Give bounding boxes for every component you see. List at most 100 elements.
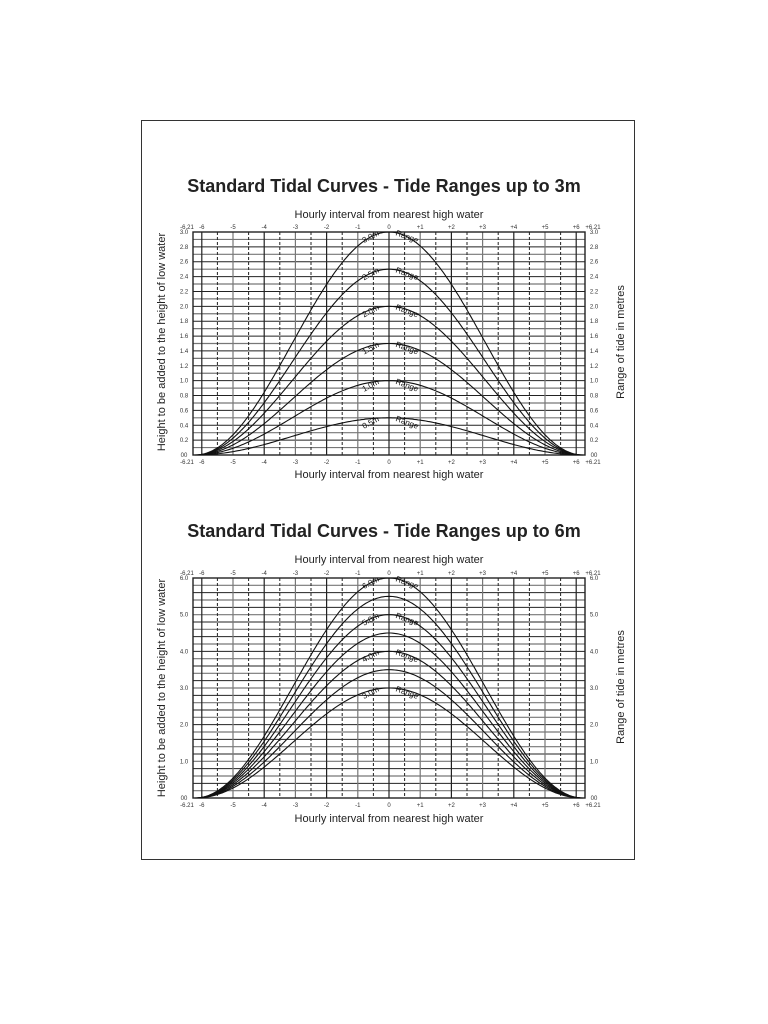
x-tick-top: +1: [417, 571, 425, 577]
x-tick-top: 0: [387, 571, 391, 577]
y-tick-right: 1.2: [590, 364, 599, 370]
y-tick-left: 1.4: [180, 349, 189, 355]
x-tick-bottom: +3: [479, 803, 487, 809]
y-tick-left: 6.0: [180, 576, 189, 582]
chart2-title: Standard Tidal Curves - Tide Ranges up t…: [187, 521, 581, 541]
tide-curve: [195, 595, 583, 799]
x-tick-bottom: -2: [324, 803, 330, 809]
x-tick-top: -3: [293, 225, 299, 231]
y-tick-left: 1.2: [180, 364, 189, 370]
y-tick-left: 2.8: [180, 245, 189, 251]
y-tick-left: 5.0: [180, 613, 189, 619]
curve-label-value: 3.0m: [361, 684, 381, 700]
x-tick-top: -6.21: [180, 225, 194, 231]
y-tick-left: 0.2: [180, 438, 189, 444]
y-tick-left: 00: [181, 796, 188, 802]
x-tick-bottom: -1: [355, 460, 361, 466]
svg-text:Range: Range: [394, 648, 420, 665]
y-tick-right: 1.0: [590, 759, 599, 765]
x-tick-top: +1: [417, 225, 425, 231]
y-tick-right: 2.0: [590, 723, 599, 729]
x-tick-top: -4: [262, 571, 268, 577]
tide-curve: [195, 687, 583, 799]
x-tick-bottom: -6: [199, 460, 205, 466]
tide-curve: [195, 231, 583, 456]
x-tick-bottom: -5: [230, 460, 236, 466]
tide-curve: [195, 342, 583, 456]
x-tick-bottom: -6: [199, 803, 205, 809]
x-tick-top: +2: [448, 225, 456, 231]
y-tick-left: 2.6: [180, 260, 189, 266]
x-tick-bottom: 0: [387, 460, 391, 466]
y-tick-left: 2.0: [180, 723, 189, 729]
x-tick-top: -5: [230, 571, 236, 577]
y-tick-right: 0.8: [590, 394, 599, 400]
x-tick-top: +6.21: [585, 225, 601, 231]
tide-curve: [195, 669, 583, 799]
x-tick-bottom: -6.21: [180, 460, 194, 466]
y-tick-left: 1.0: [180, 379, 189, 385]
tide-curve: [195, 614, 583, 799]
y-tick-right: 6.0: [590, 576, 599, 582]
x-tick-bottom: -4: [262, 803, 268, 809]
y-tick-left: 4.0: [180, 649, 189, 655]
y-tick-right: 1.0: [590, 379, 599, 385]
y-tick-left: 3.0: [180, 686, 189, 692]
svg-text:3.0m: 3.0m: [361, 684, 381, 700]
x-tick-bottom: +6.21: [585, 803, 601, 809]
chart1-title: Standard Tidal Curves - Tide Ranges up t…: [187, 176, 581, 196]
y-tick-right: 4.0: [590, 649, 599, 655]
x-tick-bottom: -4: [262, 460, 268, 466]
svg-text:4.0m: 4.0m: [361, 648, 381, 664]
y-tick-right: 2.0: [590, 304, 599, 310]
y-tick-left: 0.6: [180, 408, 189, 414]
y-tick-left: 1.6: [180, 334, 189, 340]
y-tick-right: 1.4: [590, 349, 599, 355]
x-tick-bottom: 0: [387, 803, 391, 809]
curve-label-range: Range: [394, 684, 420, 701]
y-tick-left: 2.0: [180, 304, 189, 310]
y-tick-left: 3.0: [180, 230, 189, 236]
x-tick-top: -5: [230, 225, 236, 231]
y-tick-right: 0.4: [590, 423, 599, 429]
x-tick-bottom: +3: [479, 460, 487, 466]
y-tick-left: 1.0: [180, 759, 189, 765]
y-tick-right: 5.0: [590, 613, 599, 619]
x-tick-bottom: +5: [542, 803, 550, 809]
curve-label-value: 5.0m: [361, 611, 381, 627]
x-tick-top: -4: [262, 225, 268, 231]
x-tick-top: 0: [387, 225, 391, 231]
chart1-xlabel-bottom: Hourly interval from nearest high water: [294, 469, 484, 481]
y-tick-right: 0.2: [590, 438, 599, 444]
x-tick-bottom: +6: [573, 460, 581, 466]
tide-curve: [195, 417, 583, 456]
x-tick-bottom: +6: [573, 803, 581, 809]
y-tick-right: 2.8: [590, 245, 599, 251]
svg-text:Range: Range: [394, 684, 420, 701]
x-tick-bottom: +4: [510, 803, 518, 809]
x-tick-top: -1: [355, 225, 361, 231]
x-tick-bottom: -1: [355, 803, 361, 809]
y-tick-left: 0.8: [180, 394, 189, 400]
x-tick-top: +5: [542, 571, 550, 577]
x-tick-top: -2: [324, 571, 330, 577]
x-tick-top: +3: [479, 571, 487, 577]
x-tick-top: -6: [199, 225, 205, 231]
x-tick-top: +6.21: [585, 571, 601, 577]
y-tick-right: 1.6: [590, 334, 599, 340]
svg-text:5.0m: 5.0m: [361, 611, 381, 627]
x-tick-bottom: +5: [542, 460, 550, 466]
y-tick-right: 2.6: [590, 260, 599, 266]
x-tick-top: +6: [573, 225, 581, 231]
x-tick-top: -3: [293, 571, 299, 577]
x-tick-bottom: +2: [448, 460, 456, 466]
x-tick-top: +6: [573, 571, 581, 577]
y-tick-left: 00: [181, 453, 188, 459]
y-tick-right: 3.0: [590, 686, 599, 692]
y-tick-left: 0.4: [180, 423, 189, 429]
chart2-xlabel-bottom: Hourly interval from nearest high water: [294, 813, 484, 825]
tide-curve: [195, 650, 583, 799]
x-tick-bottom: +2: [448, 803, 456, 809]
curve-label-range: Range: [394, 611, 420, 628]
